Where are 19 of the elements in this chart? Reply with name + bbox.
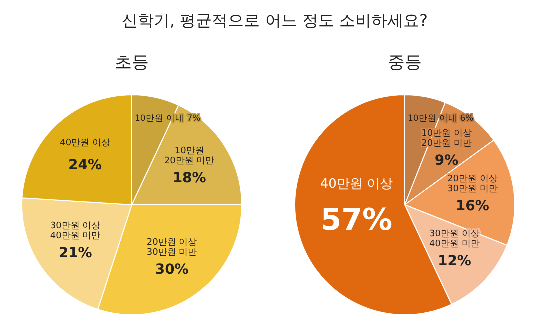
data-label: 24% — [68, 157, 102, 174]
data-label: 18% — [172, 170, 206, 186]
slice-label: 10만원 이내 6% — [408, 114, 474, 124]
data-label: 12% — [438, 254, 472, 270]
data-label: 57% — [320, 202, 393, 238]
slice-label: 40만원 이상 — [320, 176, 394, 192]
slice-label: 30만원 이상 40만원 미만 — [50, 221, 101, 242]
data-label: 30% — [155, 262, 189, 278]
chart-title: 초등 — [115, 53, 149, 73]
chart-title: 중등 — [388, 53, 422, 73]
text: 신학기, 평균적으로 어느 정도 소비하세요? — [122, 11, 428, 30]
slice-label: 10만원 20만원 미만 — [164, 146, 215, 166]
slice-label: 40만원 이상 — [60, 138, 110, 148]
slice-label: 20만원 이상 30만원 미만 — [448, 174, 498, 194]
data-label: 16% — [456, 198, 490, 214]
slice-label: 20만원 이상 30만원 미만 — [146, 238, 198, 258]
slice-label: 30만원 이상 40만원 미만 — [430, 230, 480, 250]
data-label: 9% — [434, 153, 459, 170]
data-label: 21% — [58, 245, 92, 262]
